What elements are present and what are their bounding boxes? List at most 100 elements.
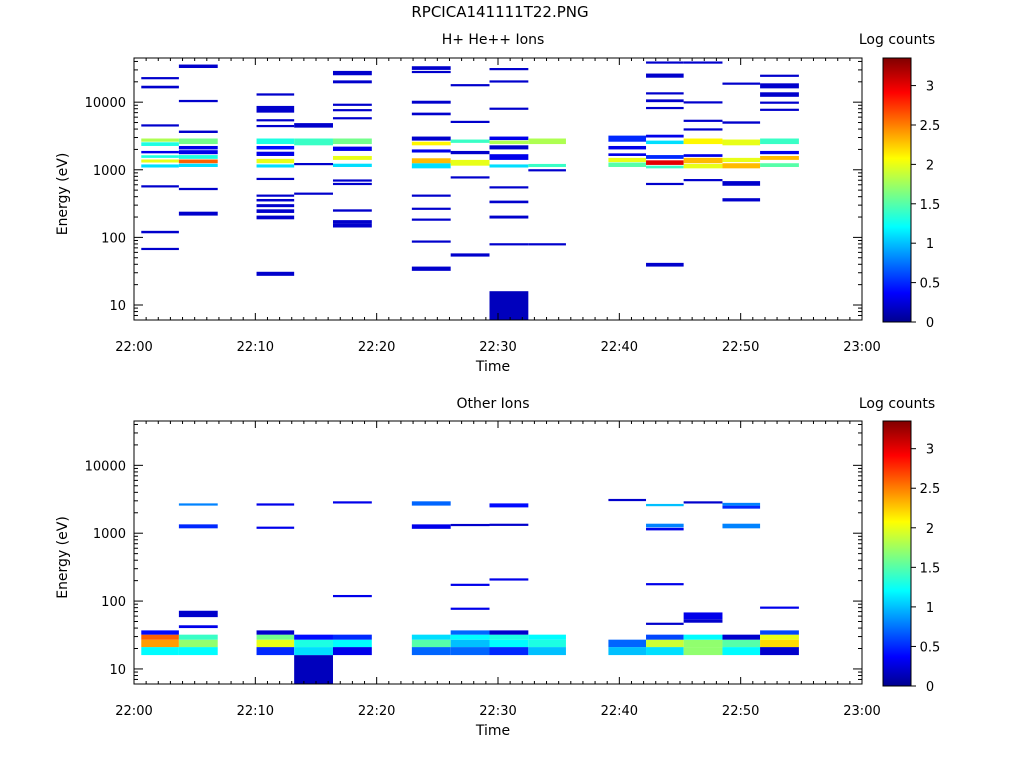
heatmap-cell	[256, 158, 295, 164]
y-axis: 10 100 1000 10000	[85, 60, 862, 321]
y-tick-label: 100	[101, 595, 126, 610]
heatmap-cell	[332, 146, 372, 151]
heatmap-cell	[760, 83, 799, 89]
x-tick-label: 22:50	[722, 704, 759, 719]
panel-title: H+ He++ Ions	[442, 32, 545, 48]
heatmap-cell	[646, 182, 684, 186]
colorbar-gradient	[882, 57, 912, 323]
heatmap-cell	[646, 160, 684, 165]
heatmap-cell	[411, 194, 451, 197]
heatmap-cell	[489, 578, 529, 581]
x-axis: 22:00 22:10 22:20 22:30 22:40 22:50 23:00	[115, 58, 881, 355]
heatmap-cell	[411, 158, 451, 164]
heatmap-cell	[256, 215, 295, 220]
colorbar-tick-label: 3	[926, 443, 934, 458]
heatmap-cell	[646, 134, 684, 138]
heatmap-cell	[178, 647, 218, 656]
heatmap-cell	[683, 119, 723, 122]
heatmap-cell	[411, 639, 451, 648]
heatmap-cell	[489, 647, 529, 656]
heatmap-cell	[450, 139, 490, 143]
heatmap-cell	[528, 647, 566, 656]
heatmap-cell	[608, 153, 647, 156]
heatmap-cell	[722, 502, 761, 506]
heatmap-cell	[294, 123, 333, 128]
heatmap-cell	[489, 80, 529, 83]
colorbar-tick-label: 2	[926, 522, 934, 537]
heatmap-cell	[646, 639, 684, 648]
heatmap-cell	[141, 164, 179, 168]
heatmap-cell	[722, 139, 761, 146]
heatmap-cell	[411, 163, 451, 169]
heatmap-cell	[646, 647, 684, 656]
heatmap-cell	[760, 108, 799, 111]
heatmap-cell	[608, 162, 647, 167]
heatmap-cell	[178, 634, 218, 640]
colorbar-tick-label: 3	[926, 80, 934, 95]
heatmap-cell	[683, 128, 723, 131]
heatmap-cell	[411, 112, 451, 116]
heatmap-cell	[411, 634, 451, 640]
x-axis-label: Time	[475, 359, 510, 375]
heatmap-cell	[294, 634, 333, 640]
heatmap-cell	[256, 209, 295, 213]
heatmap-cell	[646, 73, 684, 78]
heatmap-cell	[646, 523, 684, 528]
heatmap-cell	[256, 634, 295, 640]
colorbar-tick-label: 2	[926, 158, 934, 173]
heatmap-cell	[646, 583, 684, 586]
colorbar-tick-label: 1.5	[920, 198, 941, 213]
heatmap-cell	[141, 185, 179, 188]
heatmap-cell	[332, 647, 372, 656]
heatmap-cell	[141, 647, 179, 656]
heatmap-cell	[450, 150, 490, 155]
heatmap-cell	[722, 157, 761, 163]
heatmap-cell	[646, 527, 684, 531]
heatmap-cell	[141, 155, 179, 158]
heatmap-cell	[489, 140, 529, 145]
heatmap-cell	[489, 291, 529, 320]
heatmap-cell	[683, 154, 723, 157]
heatmap-cell	[332, 117, 372, 120]
heatmap-cell	[332, 109, 372, 112]
heatmap-cell	[411, 266, 451, 271]
heatmap-cell	[450, 583, 490, 586]
heatmap-cell	[683, 647, 723, 656]
heatmap-cell	[332, 163, 372, 167]
heatmap-cell	[528, 169, 566, 172]
heatmap-cell	[294, 138, 333, 146]
heatmap-cell	[489, 503, 529, 508]
colorbar: Log counts 0 0.5 1 1.5 2 2.5 3	[859, 32, 940, 331]
y-tick-label: 10	[109, 299, 126, 314]
heatmap-cell	[489, 68, 529, 71]
heatmap-cell	[646, 92, 684, 95]
heatmap-cell	[722, 647, 761, 656]
heatmap-cell	[256, 164, 295, 168]
x-tick-label: 22:00	[115, 340, 152, 355]
heatmap-cell	[608, 639, 647, 648]
heatmap-cell	[332, 70, 372, 76]
heatmap-cell	[760, 155, 799, 160]
heatmap-cell	[683, 639, 723, 648]
heatmap-cell	[256, 198, 295, 202]
plot-area	[134, 58, 862, 320]
heatmap-cell	[646, 503, 684, 507]
heatmap-cell	[646, 165, 684, 169]
heatmap-cell	[608, 145, 647, 150]
heatmap-cell	[332, 634, 372, 640]
heatmap-cell	[256, 526, 295, 529]
heatmap-cell	[178, 150, 218, 155]
heatmap-cell	[608, 647, 647, 656]
heatmap-cell	[332, 209, 372, 212]
x-tick-label: 22:20	[358, 704, 395, 719]
colorbar-tick-label: 1	[926, 237, 934, 252]
heatmap-cell	[256, 119, 295, 122]
heatmap-cell	[489, 145, 529, 150]
heatmap-cell	[294, 647, 333, 656]
heatmap-cell	[141, 77, 179, 80]
panel-title: Other Ions	[456, 396, 529, 412]
heatmap-cell	[256, 93, 295, 96]
heatmap-cell	[178, 159, 218, 164]
heatmap-cell	[256, 271, 295, 276]
